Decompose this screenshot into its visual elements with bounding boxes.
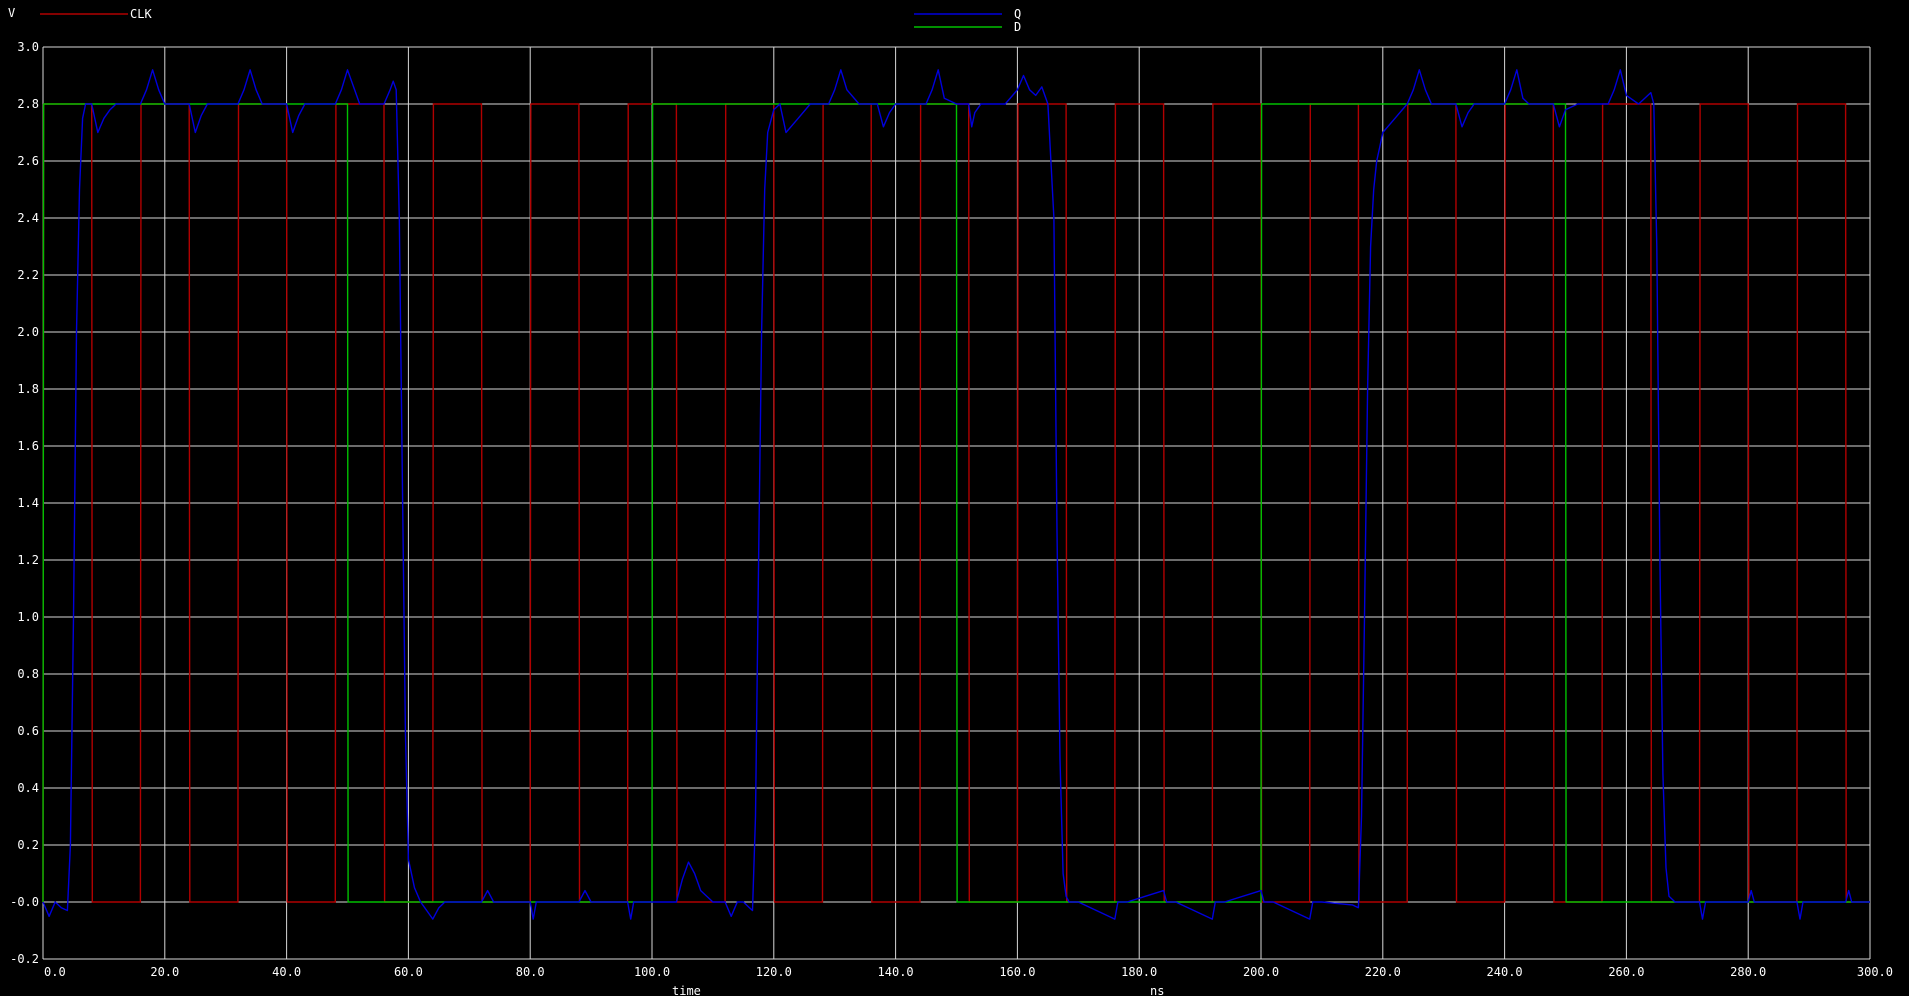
y-tick-label: 1.0	[17, 610, 39, 624]
y-tick-label: 0.4	[17, 781, 39, 795]
x-tick-label: 260.0	[1608, 965, 1644, 979]
x-axis-unit: ns	[1150, 984, 1164, 996]
y-tick-label: 0.8	[17, 667, 39, 681]
y-tick-label: 1.6	[17, 439, 39, 453]
y-tick-label: 1.4	[17, 496, 39, 510]
x-tick-label: 120.0	[756, 965, 792, 979]
x-tick-label: 80.0	[516, 965, 545, 979]
x-tick-label: 240.0	[1487, 965, 1523, 979]
y-tick-label: 0.2	[17, 838, 39, 852]
y-tick-label: 0.6	[17, 724, 39, 738]
x-tick-label: 160.0	[999, 965, 1035, 979]
legend-label-q: Q	[1014, 7, 1021, 21]
x-axis-label: time	[672, 984, 701, 996]
legend-label-clk: CLK	[130, 7, 152, 21]
y-tick-label: -0.2	[10, 952, 39, 966]
signal-traces	[42, 69, 1870, 920]
y-tick-label: 1.2	[17, 553, 39, 567]
y-tick-label: 1.8	[17, 382, 39, 396]
y-tick-label: 3.0	[17, 40, 39, 54]
y-tick-labels: -0.2 -0.0 0.2 0.4 0.6 0.8 1.0 1.2 1.4 1.6 1.8 2.0 2.…	[10, 40, 39, 966]
y-axis-label: V	[8, 6, 15, 20]
x-tick-label: 40.0	[272, 965, 301, 979]
x-tick-label: 20.0	[150, 965, 179, 979]
y-tick-label: 2.0	[17, 325, 39, 339]
x-tick-label: 60.0	[394, 965, 423, 979]
x-tick-label: 200.0	[1243, 965, 1279, 979]
x-tick-label: 180.0	[1121, 965, 1157, 979]
legend-label-d: D	[1014, 20, 1021, 34]
legend: CLK QD	[40, 7, 1021, 34]
y-tick-label: 2.2	[17, 268, 39, 282]
x-tick-label: 300.0	[1857, 965, 1893, 979]
x-tick-label: 0.0	[44, 965, 66, 979]
y-tick-label: -0.0	[10, 895, 39, 909]
series-line-q	[42, 69, 1870, 920]
x-tick-label: 280.0	[1730, 965, 1766, 979]
y-tick-label: 2.8	[17, 97, 39, 111]
x-tick-label: 100.0	[634, 965, 670, 979]
x-tick-labels: 0.0 20.0 40.0 60.0 80.0 100.0 120.0 140.0 160.0 1…	[44, 965, 1893, 979]
x-tick-label: 140.0	[878, 965, 914, 979]
x-tick-label: 220.0	[1365, 965, 1401, 979]
y-tick-label: 2.6	[17, 154, 39, 168]
y-tick-label: 2.4	[17, 211, 39, 225]
